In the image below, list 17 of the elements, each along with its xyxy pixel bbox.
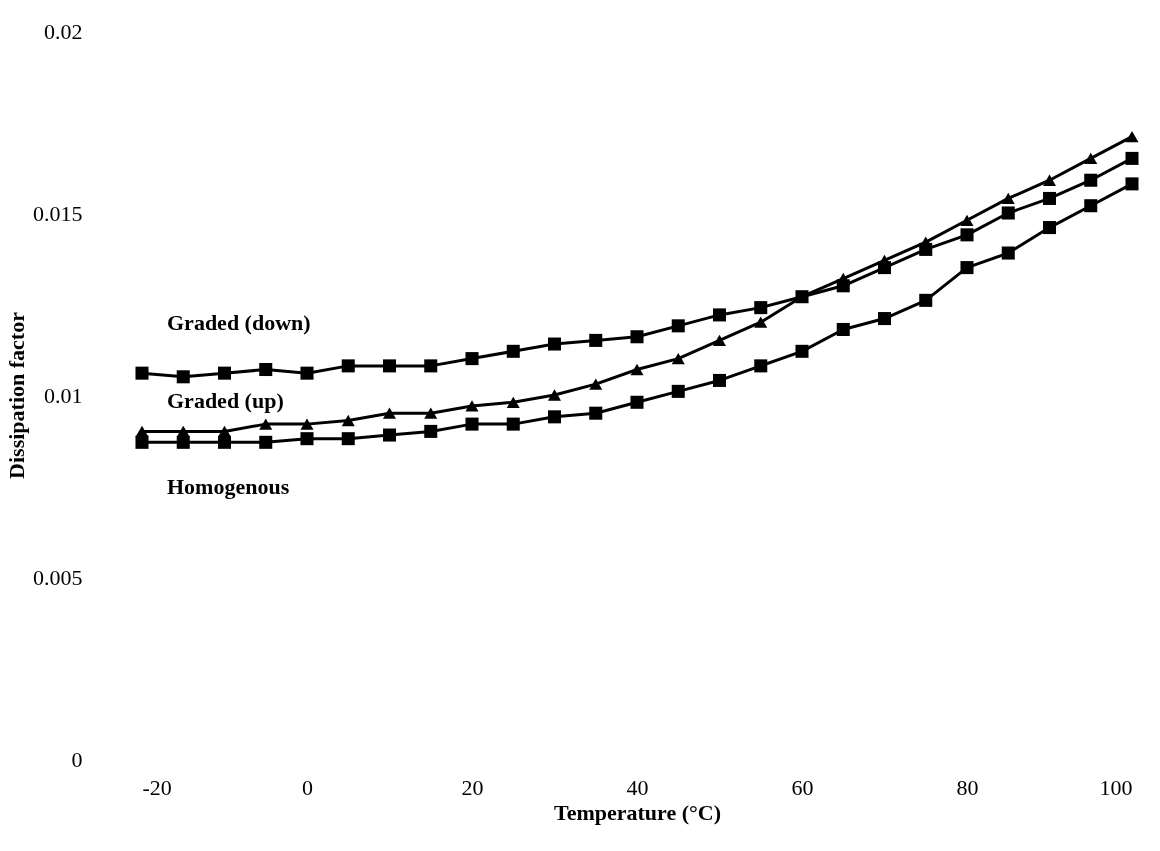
x-tick-label: -20: [142, 774, 172, 800]
x-tick-label: 0: [302, 774, 313, 800]
series-label: Graded (up): [167, 388, 284, 414]
series-label: Graded (down): [167, 310, 311, 336]
x-tick-label: 60: [791, 774, 814, 800]
x-tick-label: 20: [461, 774, 484, 800]
x-tick-label: 100: [1099, 774, 1133, 800]
x-tick-label: 40: [626, 774, 649, 800]
y-tick-label: 0.005: [33, 564, 83, 590]
y-tick-label: 0.01: [44, 382, 83, 408]
y-tick-label: 0: [71, 746, 83, 772]
x-axis-title: Temperature (°C): [553, 799, 722, 825]
series-label: Homogenous: [167, 474, 290, 500]
y-tick-label: 0.015: [33, 200, 83, 226]
y-tick-label: 0.02: [44, 18, 83, 44]
y-axis-title: Dissipation factor: [4, 311, 29, 479]
x-tick-label: 80: [956, 774, 979, 800]
